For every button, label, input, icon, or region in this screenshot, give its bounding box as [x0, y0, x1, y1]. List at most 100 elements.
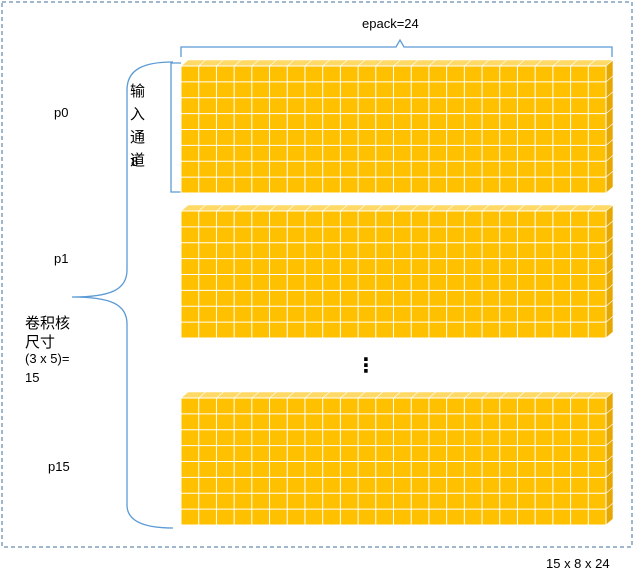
cube-top-edge	[216, 391, 224, 399]
kernel-value: 15	[25, 370, 39, 385]
cube-top-edge	[251, 59, 260, 67]
cube-block-p15	[180, 391, 614, 526]
cube-top-edge	[340, 391, 348, 399]
pack-label-p15: p15	[48, 459, 70, 474]
cube-top-edge	[216, 204, 224, 212]
pack-label-p0: p0	[54, 105, 68, 120]
cube-side-edge	[605, 220, 614, 228]
cube-top-edge	[269, 391, 277, 399]
cube-top-edge	[588, 59, 596, 67]
cube-side-edge	[605, 487, 614, 494]
cube-top-edge	[517, 391, 525, 399]
cube-top-edge	[517, 59, 525, 67]
cube-top-edge	[517, 204, 525, 212]
cube-top-edge	[233, 204, 242, 212]
cube-side-edge	[605, 455, 614, 462]
cube-top-edge	[499, 391, 507, 399]
kernel-formula: (3 x 5)=	[25, 351, 69, 366]
cube-top-edge	[446, 204, 454, 212]
cube-side-edge	[605, 423, 614, 430]
cube-top-edge	[499, 59, 507, 67]
cube-top-edge	[534, 204, 543, 212]
cube-top-edge	[570, 204, 578, 212]
cube-side-edge	[605, 139, 614, 146]
cube-top-edge	[570, 59, 578, 67]
epack-bracket	[180, 38, 613, 57]
cube-side-edge	[605, 502, 614, 510]
cube-side-edge	[605, 236, 614, 243]
cube-top-edge	[375, 391, 383, 399]
cube-side-edge	[605, 471, 614, 478]
cube-top-edge	[481, 391, 490, 399]
cube-side-edge	[605, 123, 614, 130]
cube-top-edge	[357, 204, 366, 212]
cube-top-edge	[198, 391, 206, 399]
cube-top-edge	[446, 391, 454, 399]
cube-top-edge	[304, 204, 313, 212]
input-channel-line-3: 通	[130, 128, 145, 146]
cube-top-edge	[322, 391, 330, 399]
cube-top-edge	[251, 204, 260, 212]
cube-side-edge	[605, 268, 614, 275]
cube-side-edge	[605, 91, 614, 98]
cube-top-edge	[534, 391, 543, 399]
cube-top-edge	[552, 391, 561, 399]
cube-top-edge	[198, 204, 206, 212]
cube-top-edge	[233, 59, 242, 67]
input-channel-value: 8	[131, 154, 138, 169]
cube-side-edge	[605, 252, 614, 259]
cube-block-p0	[180, 59, 614, 194]
cube-top-edge	[304, 391, 313, 399]
outer-dashed-frame	[1, 1, 633, 548]
cube-top-edge	[393, 391, 401, 399]
input-channel-line-2: 入	[130, 105, 145, 123]
cube-top-edge	[251, 391, 260, 399]
cube-top-edge	[552, 204, 561, 212]
cube-top-edge	[588, 204, 596, 212]
cube-top-edge	[481, 59, 490, 67]
cube-top-edge	[464, 391, 472, 399]
cube-side-edge	[605, 300, 614, 307]
cube-top-edge	[588, 391, 596, 399]
cube-top-edge	[269, 59, 277, 67]
cube-top-edge	[357, 391, 366, 399]
cube-top-edge	[464, 204, 472, 212]
block-outline	[180, 65, 607, 194]
cube-side-edge	[605, 107, 614, 114]
cube-side-edge	[605, 439, 614, 446]
ellipsis: ⋮	[356, 353, 376, 377]
input-channel-bracket	[170, 62, 181, 193]
cube-top-edge	[393, 204, 401, 212]
input-channel-label: 输 入 通 道	[130, 82, 150, 169]
cube-top-edge	[552, 59, 561, 67]
cube-top-edge	[375, 204, 383, 212]
cube-top-edge	[340, 59, 348, 67]
cube-top-edge	[287, 204, 295, 212]
block-outline	[180, 397, 607, 526]
kernel-line-2: 尺寸	[25, 333, 55, 351]
kernel-size-brace	[71, 61, 174, 529]
cube-top-edge	[428, 204, 437, 212]
input-channel-line-4: 道	[130, 151, 145, 169]
cube-side-edge	[605, 407, 614, 415]
cube-side-edge	[605, 170, 614, 178]
dimension-caption: 15 x 8 x 24	[546, 556, 610, 571]
cube-top-edge	[340, 204, 348, 212]
cube-top-edge	[287, 391, 295, 399]
cube-top-edge	[570, 391, 578, 399]
cube-top-edge	[393, 59, 401, 67]
cube-top-edge	[446, 59, 454, 67]
kernel-line-1: 卷积核	[25, 314, 70, 332]
cube-top-edge	[481, 204, 490, 212]
cube-top-edge	[322, 59, 330, 67]
cube-block-p1	[180, 204, 614, 339]
cube-side-edge	[605, 284, 614, 291]
cube-top-edge	[464, 59, 472, 67]
cube-top-edge	[304, 59, 313, 67]
epack-label: epack=24	[362, 16, 419, 31]
cube-top-edge	[322, 204, 330, 212]
cube-top-edge	[216, 59, 224, 67]
cube-top-edge	[428, 59, 437, 67]
block-outline	[180, 210, 607, 339]
